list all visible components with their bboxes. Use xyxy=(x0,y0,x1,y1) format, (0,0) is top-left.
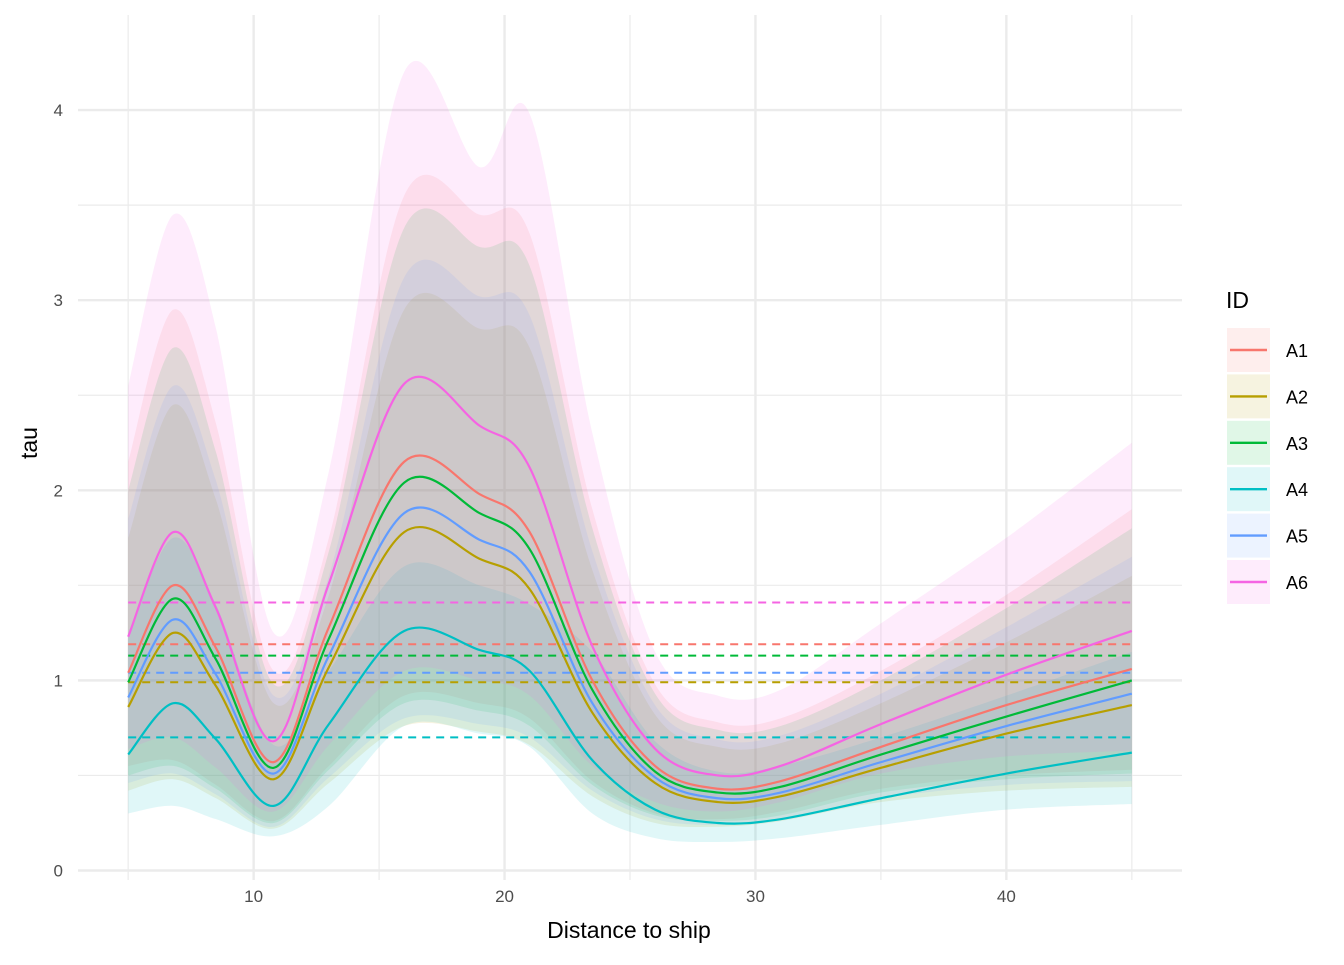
y-tick-label: 0 xyxy=(54,861,63,880)
legend-title: ID xyxy=(1226,287,1249,313)
legend-label: A4 xyxy=(1286,480,1308,500)
ribbon-a2 xyxy=(128,292,1132,829)
y-tick-label: 1 xyxy=(54,671,63,690)
legend-label: A2 xyxy=(1286,387,1308,407)
x-axis-title: Distance to ship xyxy=(547,917,711,943)
legend-items: A1 A2 A3 A4 A5 A6 xyxy=(1227,328,1308,604)
series-lines xyxy=(127,375,1133,825)
series-line-a3 xyxy=(127,475,1133,795)
x-tick-label: 40 xyxy=(997,887,1016,906)
y-tick-label: 3 xyxy=(54,291,63,310)
legend-item-a1: A1 xyxy=(1227,328,1308,372)
series-line-a1 xyxy=(127,454,1133,791)
legend-label: A5 xyxy=(1286,527,1308,547)
legend-item-a2: A2 xyxy=(1227,374,1308,419)
series-line-a6 xyxy=(127,375,1133,778)
series-line-a4 xyxy=(127,626,1133,825)
series-line-a5 xyxy=(127,506,1133,801)
y-tick-label: 4 xyxy=(54,101,63,120)
y-axis-title: tau xyxy=(16,427,42,459)
legend-item-a6: A6 xyxy=(1227,560,1308,604)
series-line-a2 xyxy=(127,525,1133,804)
ribbon-a5 xyxy=(128,259,1132,827)
legend-item-a4: A4 xyxy=(1227,467,1308,512)
confidence-ribbons xyxy=(128,60,1132,843)
y-tick-label: 2 xyxy=(54,481,63,500)
ribbon-a4 xyxy=(128,537,1132,843)
legend-item-a3: A3 xyxy=(1227,420,1308,465)
ribbon-a3 xyxy=(128,208,1132,824)
ribbon-a1 xyxy=(128,174,1132,822)
legend-item-a5: A5 xyxy=(1227,513,1308,558)
legend-label: A3 xyxy=(1286,434,1308,454)
legend: ID A1 A2 A3 A4 A5 A6 xyxy=(1226,287,1308,604)
legend-label: A6 xyxy=(1286,573,1308,593)
x-tick-label: 10 xyxy=(244,887,263,906)
x-tick-label: 20 xyxy=(495,887,514,906)
grid xyxy=(78,15,1182,880)
ribbon-a6 xyxy=(128,60,1132,812)
tick-labels: 10 20 30 40 0 1 2 3 4 xyxy=(54,101,1016,906)
legend-label: A1 xyxy=(1286,341,1308,361)
x-tick-label: 30 xyxy=(746,887,765,906)
